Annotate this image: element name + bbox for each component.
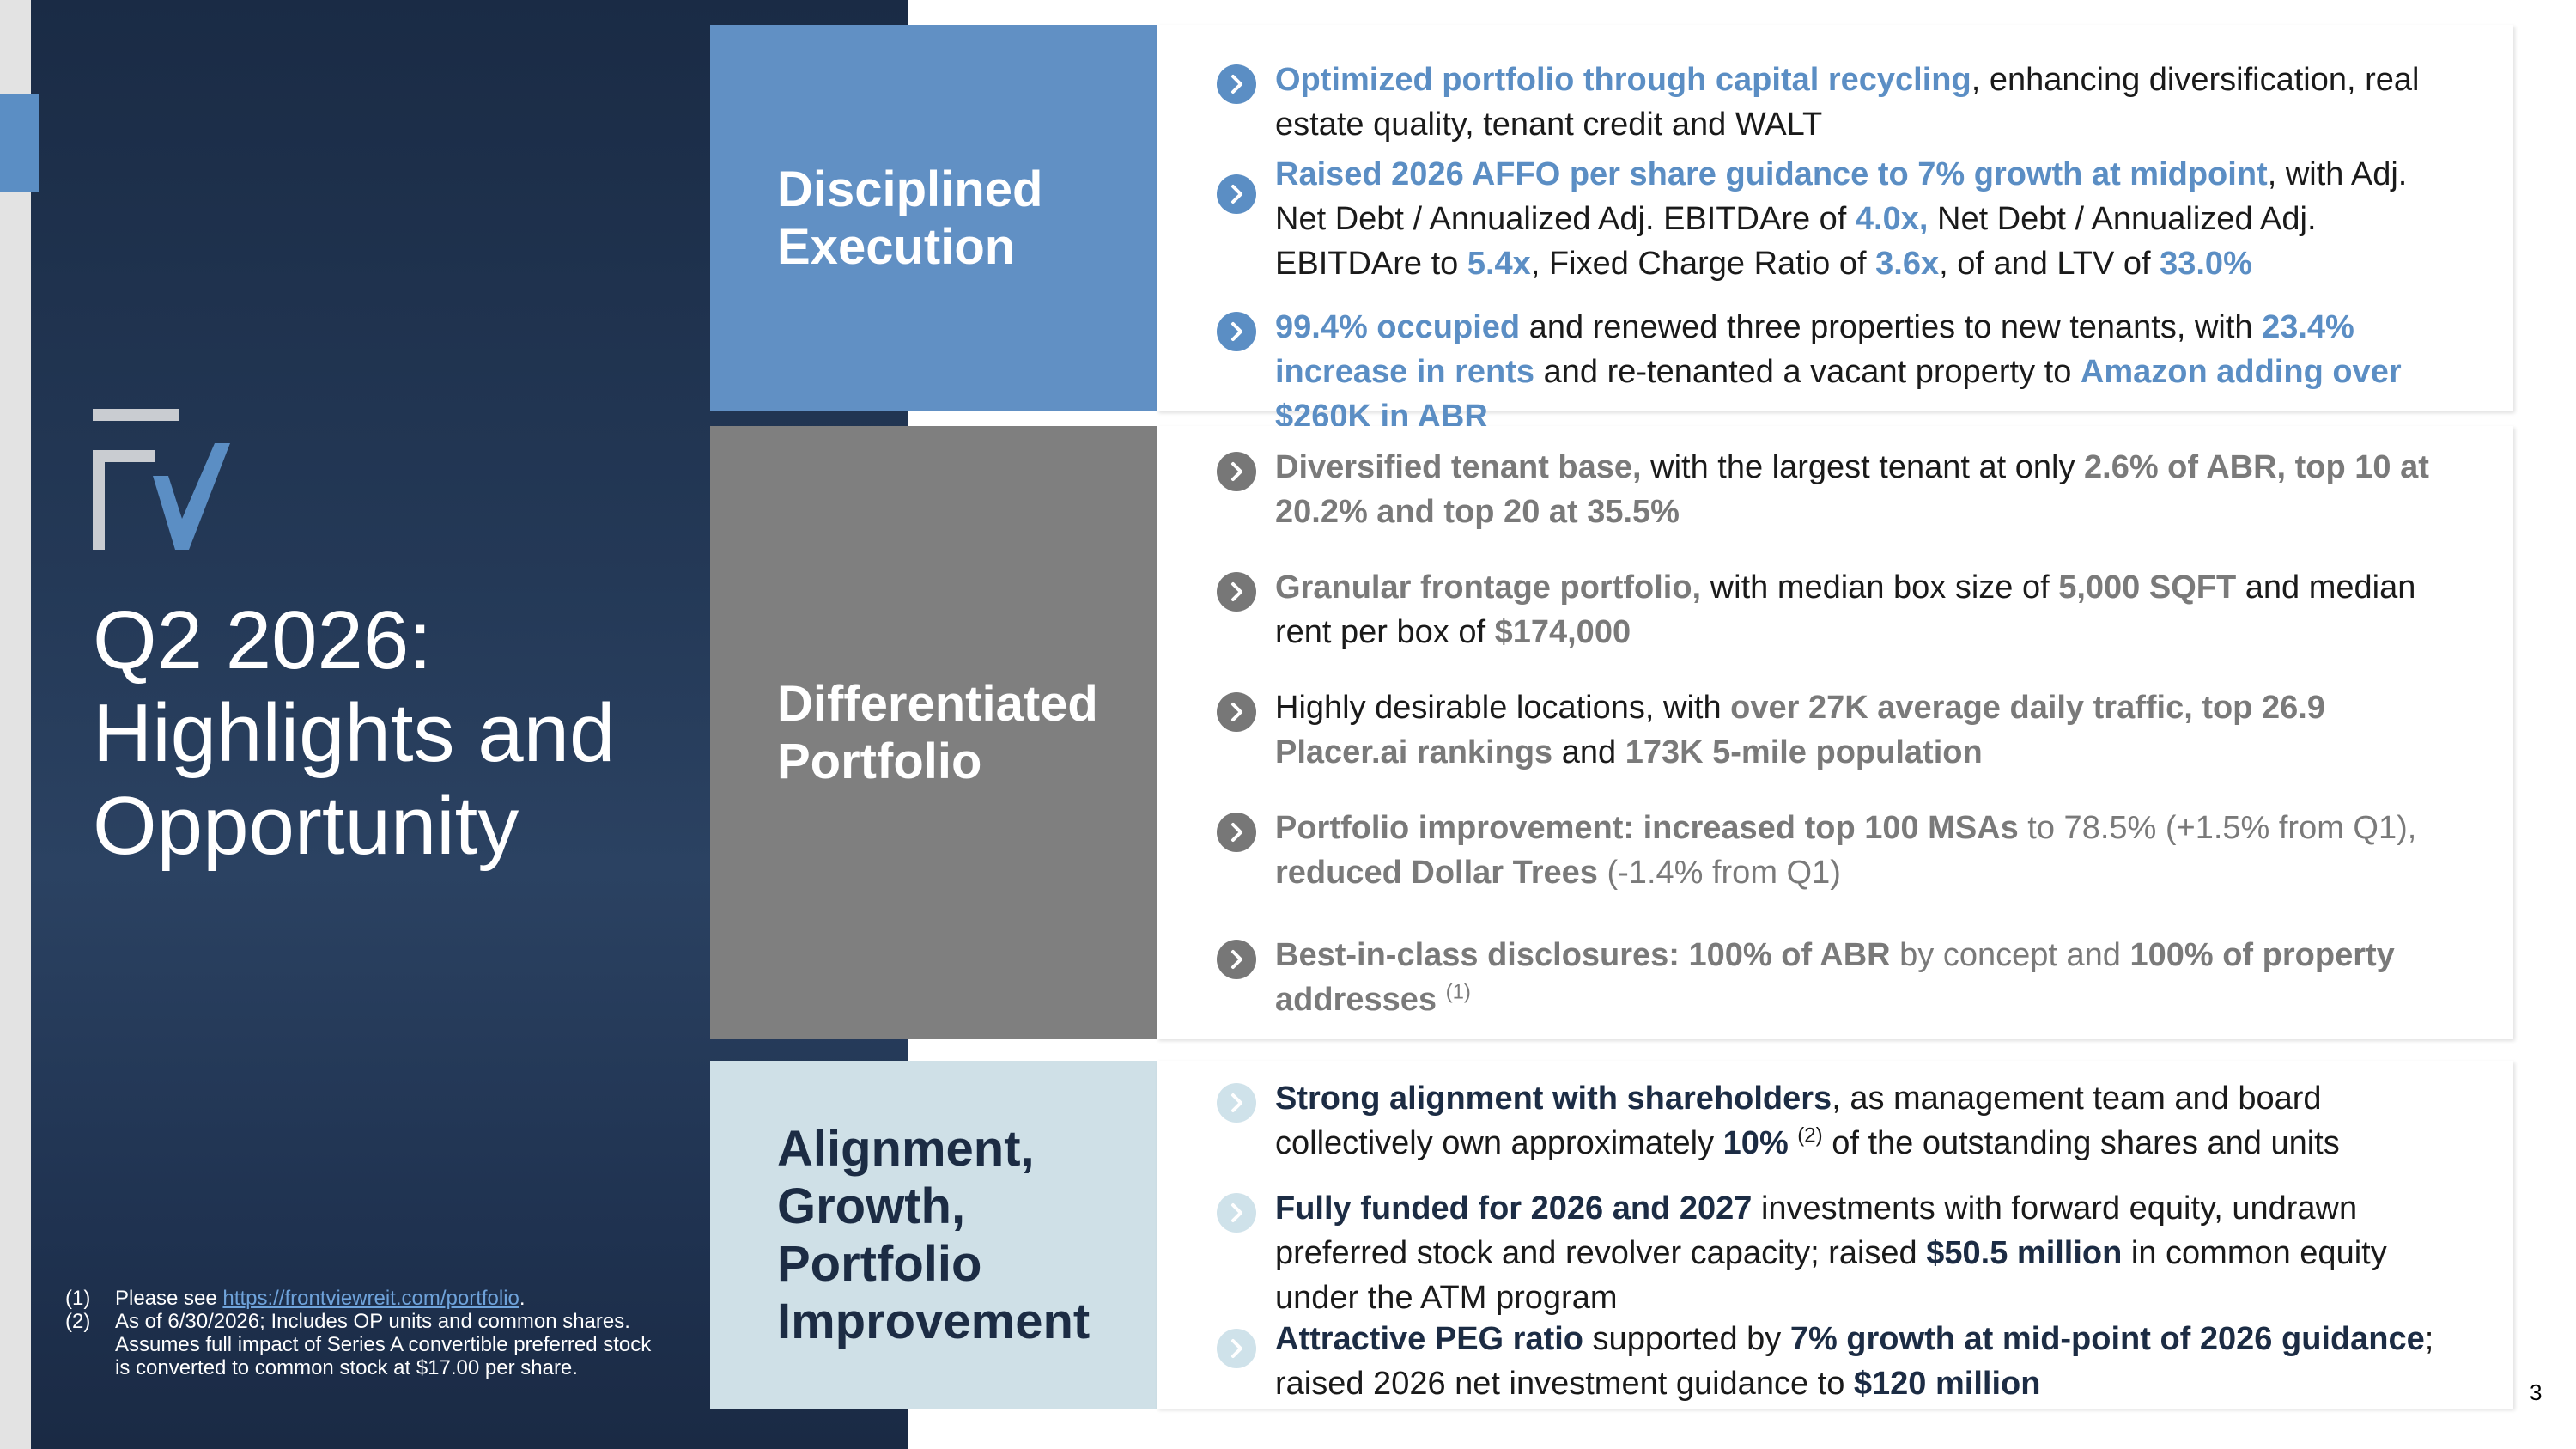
section-content-portfolio: Diversified tenant base, with the larges… — [1157, 426, 2513, 1039]
list-item: Highly desirable locations, with over 27… — [1217, 685, 2462, 775]
bullet-text: Attractive PEG ratio supported by 7% gro… — [1275, 1321, 2434, 1402]
bullet-text: Raised 2026 AFFO per share guidance to 7… — [1275, 156, 2408, 282]
title-line-3: Opportunity — [93, 780, 519, 872]
bullet-text: Granular frontage portfolio, with median… — [1275, 569, 2416, 650]
list-item: Attractive PEG ratio supported by 7% gro… — [1217, 1317, 2462, 1406]
footnote-suffix: . — [519, 1287, 526, 1310]
list-item: Strong alignment with shareholders, as m… — [1217, 1076, 2462, 1166]
footnote-number: (2) — [65, 1310, 91, 1333]
footnote-prefix: Please see — [115, 1287, 223, 1310]
section-heading: Disciplined Execution — [777, 161, 1043, 275]
left-edge-strip — [0, 0, 31, 1449]
page-number: 3 — [2530, 1379, 2543, 1405]
footnote-number: (1) — [65, 1287, 91, 1310]
chevron-right-icon — [1217, 1329, 1256, 1368]
bullet-text: Diversified tenant base, with the larges… — [1275, 449, 2429, 530]
section-heading: Differentiated Portfolio — [777, 676, 1098, 789]
fv-logo — [93, 409, 230, 550]
list-item: Raised 2026 AFFO per share guidance to 7… — [1217, 152, 2462, 286]
footnote-1: (1) Please see https://frontviewreit.com… — [65, 1287, 666, 1310]
list-item: Fully funded for 2026 and 2027 investmen… — [1217, 1186, 2462, 1320]
accent-tab — [0, 94, 39, 192]
list-item: Diversified tenant base, with the larges… — [1217, 445, 2462, 534]
list-item: Granular frontage portfolio, with median… — [1217, 565, 2462, 654]
chevron-right-icon — [1217, 1083, 1256, 1123]
chevron-right-icon — [1217, 174, 1256, 214]
bullet-text: 99.4% occupied and renewed three propert… — [1275, 309, 2402, 435]
list-item: 99.4% occupied and renewed three propert… — [1217, 305, 2462, 439]
footnote-text: Please see https://frontviewreit.com/por… — [115, 1287, 526, 1310]
chevron-right-icon — [1217, 813, 1256, 852]
bullet-text: Best-in-class disclosures: 100% of ABR b… — [1275, 937, 2395, 1018]
section-label-alignment: Alignment, Growth, Portfolio Improvement — [710, 1061, 1157, 1409]
chevron-right-icon — [1217, 64, 1256, 104]
title-line-1: Q2 2026: — [93, 594, 432, 686]
list-item: Portfolio improvement: increased top 100… — [1217, 806, 2462, 895]
section-content-alignment: Strong alignment with shareholders, as m… — [1157, 1061, 2513, 1409]
chevron-right-icon — [1217, 452, 1256, 491]
chevron-right-icon — [1217, 312, 1256, 351]
list-item: Optimized portfolio through capital recy… — [1217, 58, 2462, 147]
footnote-text: As of 6/30/2026; Includes OP units and c… — [115, 1310, 652, 1379]
portfolio-link[interactable]: https://frontviewreit.com/portfolio — [222, 1287, 519, 1310]
bullet-text: Strong alignment with shareholders, as m… — [1275, 1081, 2340, 1161]
bullet-text: Fully funded for 2026 and 2027 investmen… — [1275, 1190, 2387, 1316]
section-label-execution: Disciplined Execution — [710, 25, 1157, 411]
bullet-text: Portfolio improvement: increased top 100… — [1275, 810, 2417, 891]
chevron-right-icon — [1217, 1193, 1256, 1233]
section-content-execution: Optimized portfolio through capital recy… — [1157, 25, 2513, 435]
bullet-text: Highly desirable locations, with over 27… — [1275, 690, 2325, 770]
page-title: Q2 2026: Highlights and Opportunity — [93, 594, 694, 873]
list-item: Best-in-class disclosures: 100% of ABR b… — [1217, 933, 2462, 1022]
footnote-2: (2) As of 6/30/2026; Includes OP units a… — [65, 1310, 666, 1379]
bullet-text: Optimized portfolio through capital recy… — [1275, 62, 2420, 143]
section-heading: Alignment, Growth, Portfolio Improvement — [777, 1120, 1091, 1349]
chevron-right-icon — [1217, 572, 1256, 612]
footnotes: (1) Please see https://frontviewreit.com… — [65, 1287, 666, 1379]
chevron-right-icon — [1217, 692, 1256, 732]
chevron-right-icon — [1217, 940, 1256, 979]
section-label-portfolio: Differentiated Portfolio — [710, 426, 1157, 1039]
title-line-2: Highlights and — [93, 687, 616, 779]
